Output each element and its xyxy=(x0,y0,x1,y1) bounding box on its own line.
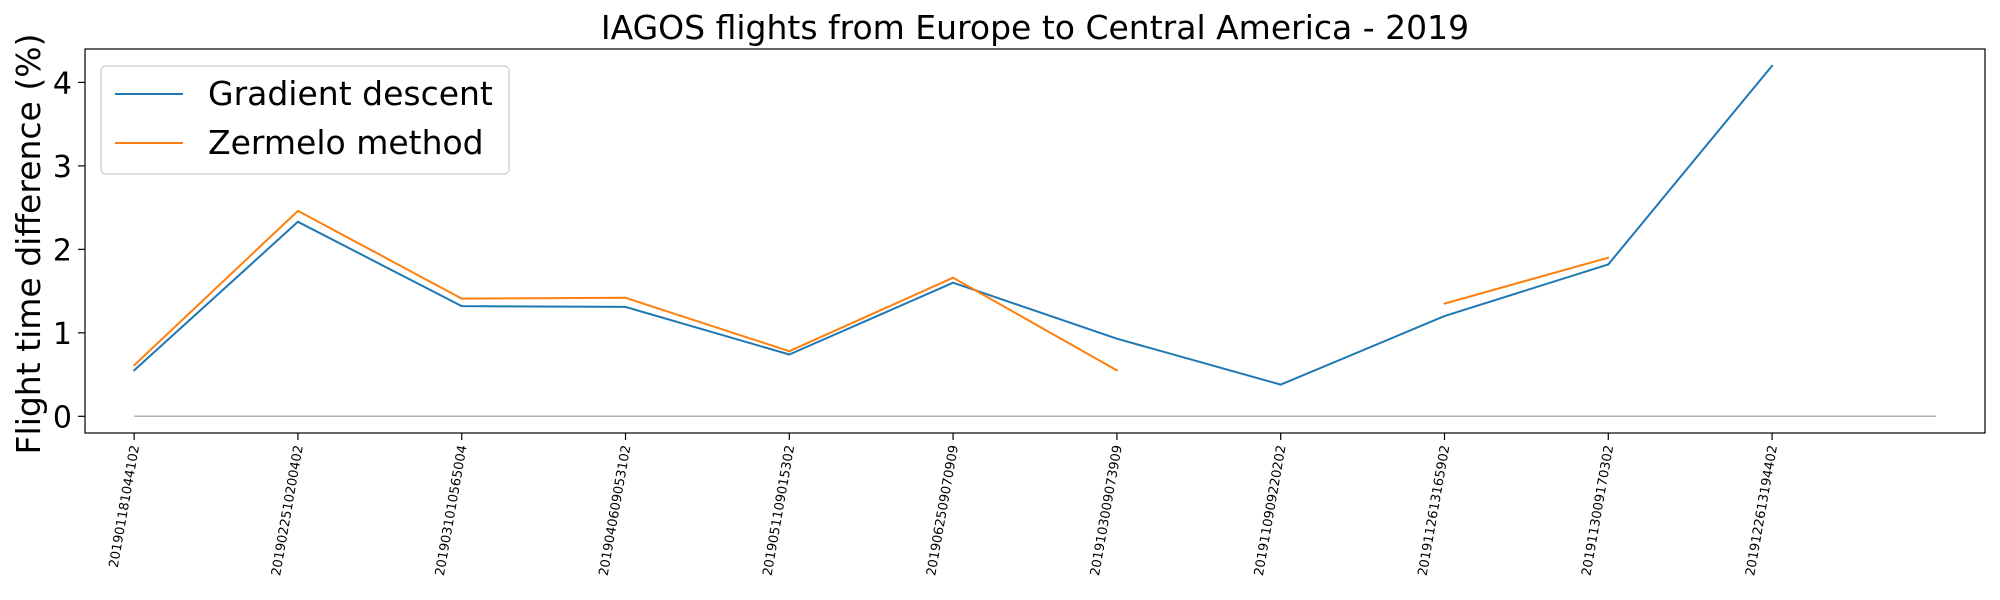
data-point-gradient-descent xyxy=(1771,64,1774,67)
x-tick-label: 2019113009170302 xyxy=(1579,444,1617,577)
chart-title: IAGOS flights from Europe to Central Ame… xyxy=(601,8,1469,47)
data-point-zermelo-method xyxy=(460,297,463,300)
y-tick-label: 0 xyxy=(53,400,72,435)
y-axis-label: Flight time difference (%) xyxy=(9,34,48,455)
data-point-zermelo-method xyxy=(788,350,791,353)
y-tick-label: 4 xyxy=(53,66,72,101)
y-tick-label: 3 xyxy=(53,150,72,185)
x-tick-label: 2019040609053102 xyxy=(597,444,635,577)
data-point-gradient-descent xyxy=(1279,383,1282,386)
y-tick-label: 2 xyxy=(53,233,72,268)
data-point-zermelo-method xyxy=(1443,302,1446,305)
data-point-zermelo-method xyxy=(624,296,627,299)
data-point-zermelo-method xyxy=(296,209,299,212)
y-tick-label: 1 xyxy=(53,317,72,352)
data-point-gradient-descent xyxy=(952,281,955,284)
data-point-gradient-descent xyxy=(1607,263,1610,266)
x-tick-label: 2019031010565004 xyxy=(433,444,471,577)
data-point-gradient-descent xyxy=(1115,337,1118,340)
plot-area-frame xyxy=(84,48,1986,434)
legend-label-zermelo-method: Zermelo method xyxy=(208,123,484,162)
legend-label-gradient-descent: Gradient descent xyxy=(208,74,493,113)
data-point-zermelo-method xyxy=(952,276,955,279)
x-tick-label: 2019110909220202 xyxy=(1252,444,1290,577)
y-axis: 0 1 2 3 4 xyxy=(53,66,85,435)
series-line-zermelo-method xyxy=(1444,256,1609,305)
data-point-gradient-descent xyxy=(1443,315,1446,318)
data-point-zermelo-method xyxy=(133,364,136,367)
x-tick-label: 2019122613194402 xyxy=(1743,444,1781,577)
data-point-gradient-descent xyxy=(624,305,627,308)
x-tick-label: 201901181044102 xyxy=(107,444,143,569)
x-tick-label: 2019022510200402 xyxy=(269,444,307,577)
x-axis: 201901181044102 2019022510200402 201903101… xyxy=(107,433,1781,577)
series-line-zermelo-method xyxy=(133,209,1118,372)
data-point-zermelo-method xyxy=(1607,256,1610,259)
legend-box xyxy=(100,65,510,175)
legend: Gradient descent Zermelo method xyxy=(100,65,510,175)
x-tick-label: 2019062509070909 xyxy=(924,444,962,577)
x-tick-label: 2019103009073909 xyxy=(1088,444,1126,577)
series-layer xyxy=(133,64,1774,386)
x-tick-label: 2019112613165902 xyxy=(1416,444,1454,577)
data-point-zermelo-method xyxy=(1115,369,1118,372)
data-point-gradient-descent xyxy=(788,353,791,356)
data-point-gradient-descent xyxy=(133,369,136,372)
x-tick-label: 2019051109015302 xyxy=(760,444,798,577)
data-point-gradient-descent xyxy=(296,220,299,223)
data-point-gradient-descent xyxy=(460,305,463,308)
